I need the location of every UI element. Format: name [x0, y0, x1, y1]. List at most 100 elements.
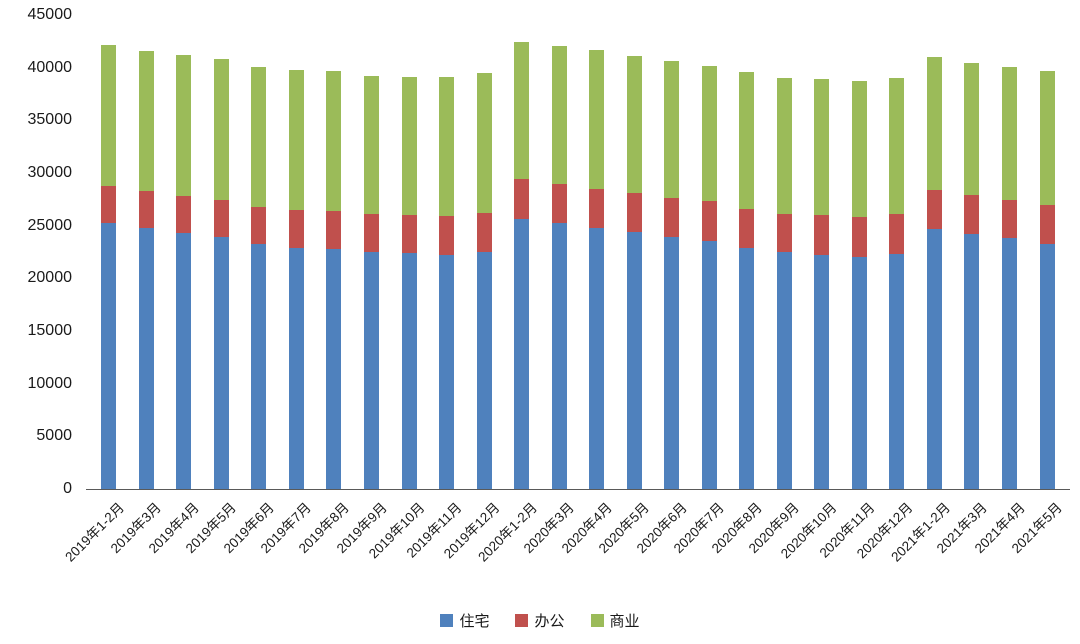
bar-segment	[851, 257, 867, 489]
bar-segment	[288, 247, 304, 489]
bar-segment	[1002, 66, 1018, 201]
bar-segment	[551, 45, 567, 184]
x-axis-labels: 2019年1-2月 2019年3月 2019年4月 2019年5月 2019年6月 201…	[62, 497, 1066, 607]
bar-segment	[664, 61, 680, 199]
bar-segment	[514, 179, 530, 220]
bar-segment	[401, 253, 417, 489]
bar-segment	[889, 254, 905, 489]
bar-slot	[540, 15, 578, 489]
bar-segment	[589, 49, 605, 189]
stacked-bar	[1039, 70, 1055, 489]
bar-segment	[626, 232, 642, 489]
stacked-bar	[851, 81, 867, 489]
bar-slot	[803, 15, 841, 489]
bar-segment	[213, 237, 229, 489]
bar-segment	[476, 252, 492, 489]
bar-slot	[240, 15, 278, 489]
bar-segment	[589, 188, 605, 228]
bar-segment	[889, 214, 905, 255]
stacked-bar	[926, 57, 942, 489]
bar-segment	[251, 206, 267, 244]
bar-segment	[814, 79, 830, 216]
bar-segment	[701, 201, 717, 242]
bar-segment	[514, 219, 530, 489]
y-axis-tick-label: 15000	[27, 322, 73, 339]
bar-segment	[326, 210, 342, 249]
legend-label: 办公	[534, 613, 565, 630]
bar-segment	[664, 198, 680, 238]
bar-slot	[841, 15, 879, 489]
bar-segment	[964, 234, 980, 489]
stacked-bar	[889, 78, 905, 489]
legend-label: 商业	[609, 613, 640, 630]
bar-slot	[90, 15, 128, 489]
bar-segment	[701, 241, 717, 489]
bar-segment	[851, 81, 867, 218]
bar-segment	[551, 222, 567, 489]
stacked-bar	[251, 66, 267, 489]
bar-slot	[203, 15, 241, 489]
bar-slot	[165, 15, 203, 489]
y-axis-tick-label: 45000	[27, 6, 73, 23]
bar-segment	[926, 189, 942, 229]
bar-segment	[363, 214, 379, 252]
bar-segment	[701, 65, 717, 202]
bar-slot	[578, 15, 616, 489]
bar-slot	[128, 15, 166, 489]
bar-segment	[1002, 200, 1018, 239]
bar-segment	[1039, 204, 1055, 244]
bar-segment	[326, 70, 342, 211]
bar-slot	[653, 15, 691, 489]
stacked-bar	[589, 49, 605, 489]
stacked-bar	[701, 65, 717, 489]
bar-slot	[991, 15, 1029, 489]
y-axis: 0 5000 10000 15000 20000 25000 30000 35000 40000…	[0, 0, 78, 644]
legend-item: 办公	[515, 610, 565, 631]
bar-segment	[626, 56, 642, 194]
stacked-bar	[551, 45, 567, 489]
y-axis-tick-label: 25000	[27, 216, 73, 234]
bar-segment	[176, 233, 192, 489]
stacked-bar	[101, 44, 117, 489]
bar-segment	[776, 78, 792, 215]
stacked-bar	[776, 78, 792, 489]
bar-segment	[138, 50, 154, 191]
y-axis-tick-label: 5000	[36, 427, 72, 445]
bar-segment	[739, 208, 755, 248]
stacked-bar	[964, 63, 980, 489]
bar-segment	[589, 227, 605, 489]
x-axis-line	[86, 489, 1070, 490]
bar-segment	[439, 77, 455, 217]
bar-slot	[878, 15, 916, 489]
bar-segment	[851, 217, 867, 258]
bar-segment	[476, 213, 492, 252]
stacked-bar	[739, 71, 755, 489]
bar-segment	[964, 63, 980, 196]
bar-segment	[739, 71, 755, 209]
bar-segment	[1002, 238, 1018, 489]
bar-segment	[626, 193, 642, 232]
bar-segment	[101, 222, 117, 489]
stacked-bar	[401, 77, 417, 489]
bar-slot	[353, 15, 391, 489]
bar-segment	[288, 209, 304, 248]
stacked-bar	[476, 72, 492, 489]
stacked-bar	[514, 42, 530, 489]
bar-segment	[251, 243, 267, 489]
stacked-bar	[439, 77, 455, 489]
bar-segment	[101, 185, 117, 223]
bar-slot	[916, 15, 954, 489]
legend: 住宅 办公 商业	[0, 610, 1080, 631]
legend-item: 住宅	[440, 610, 489, 631]
bar-slot	[953, 15, 991, 489]
stacked-bar	[626, 56, 642, 489]
bar-segment	[551, 183, 567, 223]
bar-segment	[176, 196, 192, 234]
stacked-bar	[138, 50, 154, 489]
bar-slot	[503, 15, 541, 489]
bar-segment	[964, 195, 980, 235]
bar-segment	[814, 255, 830, 489]
bar-slot	[315, 15, 353, 489]
stacked-bar	[664, 61, 680, 489]
